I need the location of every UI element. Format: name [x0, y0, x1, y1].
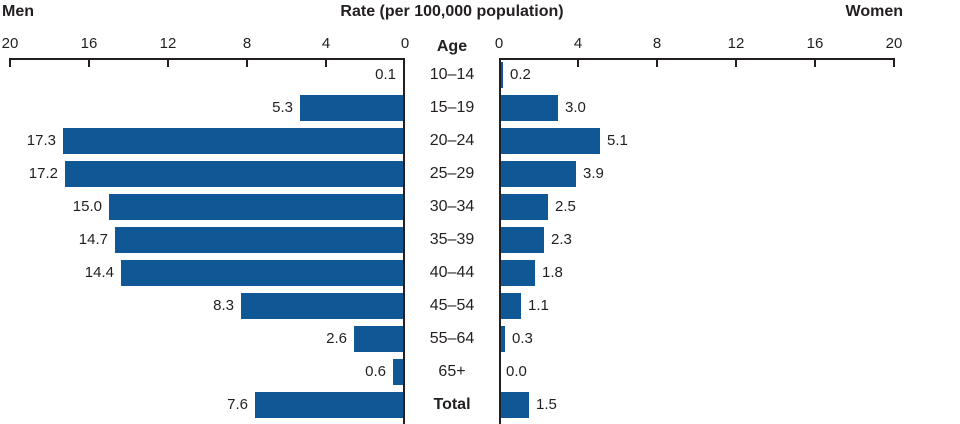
women-value-label: 2.3 — [551, 231, 572, 248]
age-label: 65+ — [438, 363, 466, 380]
women-value-label: 0.2 — [510, 66, 531, 83]
men-bar — [241, 293, 405, 319]
women-value-label: 3.9 — [583, 165, 604, 182]
axis-tick-label: 0 — [400, 35, 410, 52]
women-bar — [499, 194, 548, 220]
women-bar — [499, 62, 503, 88]
axis-baseline — [499, 58, 501, 424]
men-value-label: 14.7 — [78, 231, 108, 248]
women-value-label: 0.3 — [512, 330, 533, 347]
men-value-label: 15.0 — [72, 198, 102, 215]
women-value-label: 1.8 — [542, 264, 563, 281]
age-label: 35–39 — [429, 231, 475, 248]
men-value-label: 8.3 — [213, 297, 234, 314]
axis-tick-label: 12 — [159, 35, 177, 52]
axis-tick — [325, 58, 327, 67]
axis-tick — [88, 58, 90, 67]
axis-tick-label: 20 — [885, 35, 903, 52]
age-label: 40–44 — [429, 264, 475, 281]
women-bar — [499, 293, 521, 319]
women-bar — [499, 95, 558, 121]
axis-tick-label: 8 — [652, 35, 662, 52]
age-column: 10–14 15–19 20–24 25–29 30–34 35–39 40–44 45–54… — [405, 58, 499, 424]
women-value-label: 2.5 — [555, 198, 576, 215]
men-bar — [63, 128, 405, 154]
women-bar — [499, 128, 600, 154]
age-label: 45–54 — [429, 297, 475, 314]
men-bar — [354, 326, 405, 352]
axis-tick-label: 12 — [727, 35, 745, 52]
men-bar — [65, 161, 405, 187]
chart-title: Rate (per 100,000 population) — [340, 3, 564, 20]
women-bar — [499, 260, 535, 286]
axis-tick-label: 16 — [806, 35, 824, 52]
axis-tick — [577, 58, 579, 67]
age-label: 15–19 — [429, 99, 475, 116]
men-plot: 0 4 8 12 16 20 0.1 5.3 17.3 17.2 15.0 14.7 14.4 8.3 2.… — [2, 35, 409, 424]
axis-tick — [814, 58, 816, 67]
women-plot: 0 4 8 12 16 20 0.2 3.0 5.1 3.9 2.5 2.3 1.8 1.1 0.3 0.0 1… — [495, 35, 902, 424]
axis-tick — [167, 58, 169, 67]
men-bar — [255, 392, 405, 418]
age-label: 30–34 — [429, 198, 475, 215]
men-bar — [121, 260, 405, 286]
axis-tick-label: 0 — [494, 35, 504, 52]
axis-tick-label: 4 — [573, 35, 583, 52]
women-value-label: 0.0 — [506, 363, 527, 380]
men-series-label: Men — [2, 3, 34, 20]
age-label: 20–24 — [429, 132, 475, 149]
women-value-label: 5.1 — [607, 132, 628, 149]
women-series-label: Women — [845, 3, 903, 20]
women-bar — [499, 392, 529, 418]
axis-line — [10, 58, 405, 60]
men-value-label: 0.1 — [375, 66, 396, 83]
age-label: Total — [433, 396, 471, 413]
axis-baseline — [403, 58, 405, 424]
men-value-label: 5.3 — [272, 99, 293, 116]
axis-tick-label: 4 — [321, 35, 331, 52]
axis-tick — [246, 58, 248, 67]
men-bar — [300, 95, 405, 121]
men-bar — [115, 227, 405, 253]
age-label: 55–64 — [429, 330, 475, 347]
axis-tick-label: 8 — [242, 35, 252, 52]
women-bar — [499, 161, 576, 187]
women-value-label: 1.5 — [536, 396, 557, 413]
age-label: 25–29 — [429, 165, 475, 182]
axis-tick — [735, 58, 737, 67]
men-value-label: 17.3 — [26, 132, 56, 149]
age-label: 10–14 — [429, 66, 475, 83]
axis-tick — [9, 58, 11, 67]
age-axis-title: Age — [436, 38, 468, 55]
women-value-label: 1.1 — [528, 297, 549, 314]
axis-tick-label: 20 — [1, 35, 19, 52]
men-value-label: 17.2 — [28, 165, 58, 182]
women-bar — [499, 227, 544, 253]
men-value-label: 14.4 — [84, 264, 114, 281]
men-value-label: 0.6 — [365, 363, 386, 380]
women-value-label: 3.0 — [565, 99, 586, 116]
axis-tick — [893, 58, 895, 67]
women-bar — [499, 326, 505, 352]
men-value-label: 2.6 — [326, 330, 347, 347]
men-bar — [109, 194, 405, 220]
axis-tick — [656, 58, 658, 67]
men-bar — [393, 359, 405, 385]
axis-line — [499, 58, 894, 60]
men-value-label: 7.6 — [227, 396, 248, 413]
axis-tick-label: 16 — [80, 35, 98, 52]
